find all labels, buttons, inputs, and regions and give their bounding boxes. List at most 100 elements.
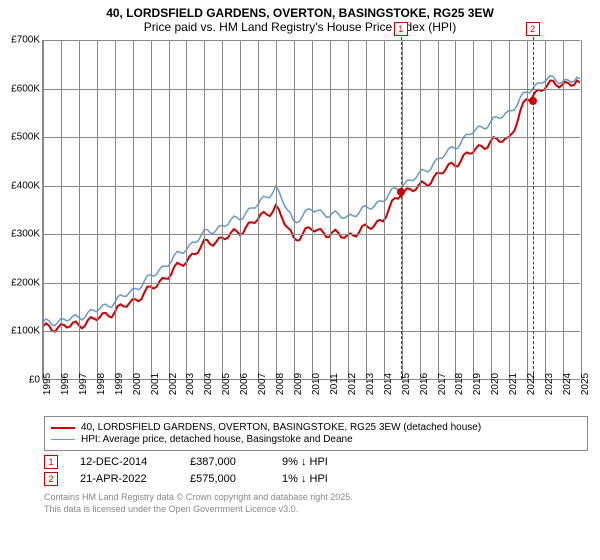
footer-line2: This data is licensed under the Open Gov… [44,504,588,516]
gridline-vertical [491,40,492,379]
gridline-vertical [169,40,170,379]
plot-region: 12 [42,40,580,380]
legend-swatch [51,439,75,441]
transaction-pct: 9% ↓ HPI [282,456,362,468]
gridline-vertical [240,40,241,379]
x-tick-label: 2000 [132,373,143,395]
marker-badge: 2 [526,22,540,36]
x-tick-label: 2015 [401,373,412,395]
gridline-vertical [276,40,277,379]
chart-area: £0£100K£200K£300K£400K£500K£600K£700K 12… [10,40,590,410]
x-tick-label: 2005 [221,373,232,395]
marker-dot [397,188,405,196]
gridline-vertical [563,40,564,379]
x-tick-label: 2010 [311,373,322,395]
y-tick-label: £700K [11,35,40,46]
y-tick-label: £100K [11,326,40,337]
transaction-price: £575,000 [190,473,260,485]
legend-row: HPI: Average price, detached house, Basi… [51,434,581,445]
x-tick-label: 2003 [185,373,196,395]
x-tick-label: 2020 [490,373,501,395]
legend-swatch [51,427,75,429]
transaction-badge: 1 [44,455,58,469]
gridline-vertical [402,40,403,379]
x-tick-label: 2008 [275,373,286,395]
x-tick-label: 2009 [293,373,304,395]
marker-line [533,22,534,379]
gridline-vertical [115,40,116,379]
x-tick-label: 2013 [365,373,376,395]
x-tick-label: 2024 [562,373,573,395]
gridline-vertical [258,40,259,379]
x-tick-label: 2018 [454,373,465,395]
transaction-date: 21-APR-2022 [80,473,168,485]
y-tick-label: £600K [11,83,40,94]
gridline-vertical [527,40,528,379]
legend-label: 40, LORDSFIELD GARDENS, OVERTON, BASINGS… [81,422,481,433]
gridline-vertical [222,40,223,379]
gridline-vertical [455,40,456,379]
title-line1: 40, LORDSFIELD GARDENS, OVERTON, BASINGS… [10,6,590,20]
gridline-vertical [581,40,582,379]
legend-label: HPI: Average price, detached house, Basi… [81,434,353,445]
gridline-vertical [151,40,152,379]
x-tick-label: 2023 [544,373,555,395]
y-tick-label: £400K [11,180,40,191]
legend-row: 40, LORDSFIELD GARDENS, OVERTON, BASINGS… [51,422,581,433]
chart-title-block: 40, LORDSFIELD GARDENS, OVERTON, BASINGS… [0,0,600,36]
gridline-vertical [509,40,510,379]
x-tick-label: 2007 [257,373,268,395]
x-tick-label: 2019 [472,373,483,395]
gridline-vertical [204,40,205,379]
x-tick-label: 1995 [42,373,53,395]
x-tick-label: 2022 [526,373,537,395]
gridline-vertical [294,40,295,379]
transaction-rows: 1 12-DEC-2014 £387,000 9% ↓ HPI 2 21-APR-2022… [44,455,588,486]
gridline-vertical [366,40,367,379]
footer-line1: Contains HM Land Registry data © Crown c… [44,492,588,504]
x-tick-label: 2002 [168,373,179,395]
x-tick-label: 1996 [60,373,71,395]
gridline-vertical [420,40,421,379]
y-tick-label: £500K [11,132,40,143]
title-line2: Price paid vs. HM Land Registry's House … [10,20,590,34]
x-tick-label: 1999 [114,373,125,395]
transaction-price: £387,000 [190,456,260,468]
transaction-pct: 1% ↓ HPI [282,473,362,485]
x-axis: 1995199619971998199920002001200220032004… [42,380,580,410]
x-tick-label: 2016 [419,373,430,395]
gridline-vertical [186,40,187,379]
gridline-vertical [97,40,98,379]
x-tick-label: 2012 [347,373,358,395]
x-tick-label: 2021 [508,373,519,395]
x-tick-label: 2004 [203,373,214,395]
transaction-row: 2 21-APR-2022 £575,000 1% ↓ HPI [44,472,588,486]
y-axis: £0£100K£200K£300K£400K£500K£600K£700K [10,40,42,380]
transaction-date: 12-DEC-2014 [80,456,168,468]
marker-line [401,22,402,379]
gridline-vertical [473,40,474,379]
legend: 40, LORDSFIELD GARDENS, OVERTON, BASINGS… [44,416,588,451]
gridline-vertical [545,40,546,379]
x-tick-label: 1998 [96,373,107,395]
gridline-vertical [43,40,44,379]
marker-badge: 1 [394,22,408,36]
marker-dot [529,97,537,105]
x-tick-label: 2001 [150,373,161,395]
x-tick-label: 2011 [329,373,340,395]
footer-attribution: Contains HM Land Registry data © Crown c… [44,492,588,515]
x-tick-label: 2025 [580,373,591,395]
x-tick-label: 2006 [239,373,250,395]
gridline-vertical [61,40,62,379]
gridline-vertical [330,40,331,379]
y-tick-label: £300K [11,229,40,240]
x-tick-label: 1997 [78,373,89,395]
y-tick-label: £0 [29,375,40,386]
transaction-row: 1 12-DEC-2014 £387,000 9% ↓ HPI [44,455,588,469]
gridline-vertical [133,40,134,379]
transaction-badge: 2 [44,472,58,486]
x-tick-label: 2014 [383,373,394,395]
x-tick-label: 2017 [437,373,448,395]
gridline-vertical [79,40,80,379]
y-tick-label: £200K [11,277,40,288]
